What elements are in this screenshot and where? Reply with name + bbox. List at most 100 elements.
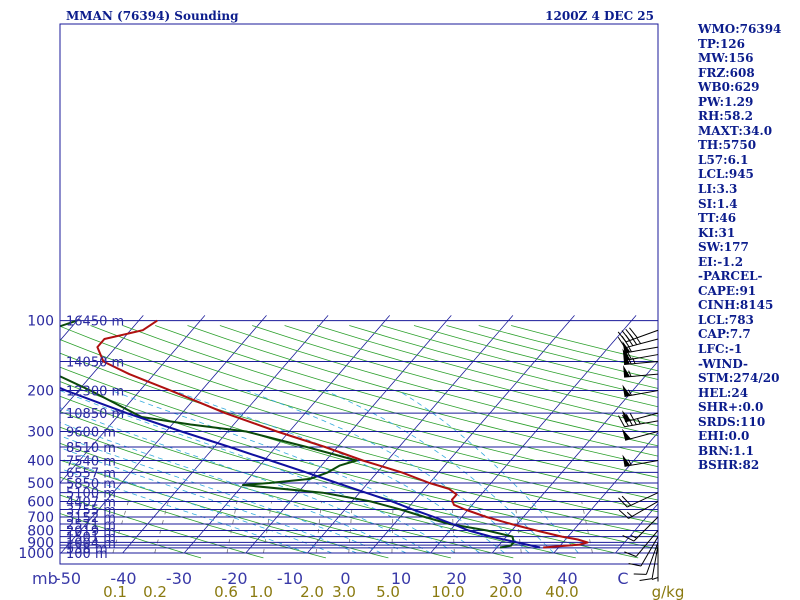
dry-adiabat (155, 325, 658, 468)
mixing-ratio-tick-label: 40.0 (545, 583, 578, 600)
moist-adiabat (398, 390, 579, 554)
wind-barb-pennant (622, 341, 631, 353)
temperature-tick-label: -50 (55, 569, 81, 588)
height-label: 8510 m (66, 441, 116, 456)
wind-barb-flag (618, 509, 629, 519)
index-value: EHI:0.0 (698, 429, 750, 444)
wind-barb (618, 413, 659, 428)
plot-frame (59, 23, 659, 565)
temperature-line (96, 319, 589, 549)
temperature-tick-label: -10 (277, 569, 303, 588)
mixing-ratio-tick-label: 3.0 (332, 583, 356, 600)
pressure-unit-label: mb (32, 569, 58, 588)
mixing-ratio-tick-label: 0.2 (143, 583, 167, 600)
temperature-tick-label: -30 (166, 569, 192, 588)
index-value: SI:1.4 (698, 196, 738, 211)
temperature-tick-label: -40 (110, 569, 136, 588)
wind-barb-flag (629, 413, 637, 425)
temperature-tick-label: 30 (502, 569, 522, 588)
mixing-ratio-tick-label: 20.0 (489, 583, 522, 600)
wind-barb-flag (625, 334, 634, 347)
wind-barb-flag (621, 414, 629, 427)
wind-barb-pennant (623, 352, 631, 365)
wind-barb (639, 545, 659, 581)
dry-adiabat (252, 325, 658, 437)
dry-adiabat (122, 325, 658, 478)
height-label: 10850 m (66, 407, 124, 422)
height-label: 14050 m (66, 356, 124, 371)
temperature-tick-label: 0 (340, 569, 350, 588)
pressure-tick-label: 200 (27, 384, 54, 400)
index-value: WMO:76394 (698, 22, 782, 36)
wind-barb (624, 530, 659, 557)
dry-adiabat (60, 366, 658, 537)
wind-barb-half-flag (628, 370, 632, 377)
wind-barbs (617, 327, 659, 582)
wind-barb-shaft (640, 536, 659, 567)
index-value: MAXT:34.0 (698, 123, 773, 138)
isotherm-line (122, 315, 329, 554)
mixing-ratio-line (451, 501, 455, 554)
pressure-tick-label: 300 (27, 424, 54, 440)
index-value: SHR+:0.0 (698, 400, 764, 415)
wind-barb-shaft (624, 420, 659, 428)
wind-barb-pennant (623, 365, 631, 378)
index-value: HEL:24 (698, 385, 749, 400)
isotherm-line (368, 315, 575, 554)
index-value: SW:177 (698, 240, 749, 255)
mixing-ratio-tick-label: g/kg (652, 583, 685, 600)
index-value: CAPE:91 (698, 283, 757, 298)
wind-barb-shaft (625, 329, 659, 343)
index-value: LCL:945 (698, 167, 754, 182)
wind-barb-half-flag (630, 534, 638, 539)
dry-adiabat (187, 325, 658, 457)
isotherm-line (60, 315, 267, 554)
index-value: PW:1.29 (698, 94, 754, 109)
wind-barb-shaft (624, 390, 659, 397)
moist-adiabat (60, 422, 407, 554)
index-value: KI:31 (698, 225, 736, 240)
wind-barb-shaft (651, 545, 659, 579)
index-value: RH:58.2 (698, 109, 753, 124)
parcel-line (60, 386, 541, 549)
temperature-tick-label: 40 (557, 569, 577, 588)
index-value: LFC:-1 (698, 342, 743, 357)
index-value: STM:274/20 (698, 371, 780, 386)
wind-barb (617, 333, 659, 349)
wind-barb-half-flag (627, 459, 632, 466)
index-value: CAP:7.7 (698, 327, 751, 342)
mixing-ratio-line (391, 501, 394, 554)
wind-barb-half-flag (627, 389, 632, 396)
wind-barb-shaft (628, 501, 659, 519)
pressure-tick-label: 500 (27, 476, 54, 492)
temperature-tick-label: 20 (446, 569, 466, 588)
wind-barb (618, 492, 659, 508)
height-label: 3755 m (66, 504, 116, 519)
dry-adiabat (60, 339, 658, 513)
wind-barb-flag (618, 497, 628, 508)
mixing-ratio-tick-label: 1.0 (249, 583, 273, 600)
index-value: LI:3.3 (698, 182, 738, 197)
dry-adiabat (60, 513, 202, 559)
height-label: 1004 m (66, 536, 116, 551)
index-value: TH:5750 (698, 138, 757, 153)
chart-series (60, 319, 589, 549)
isotherm-line (491, 360, 658, 554)
wind-barb-shaft (625, 338, 659, 349)
wind-barb (622, 384, 659, 397)
wind-barb (651, 547, 659, 582)
wind-barb-flag (621, 335, 630, 348)
index-value: -WIND- (698, 356, 748, 371)
dry-adiabat (60, 442, 451, 559)
wind-barb-half-flag (636, 418, 641, 425)
pressure-tick-label: 1000 (18, 546, 54, 562)
chart-title: MMAN (76394) Sounding (66, 9, 239, 23)
wind-barb-half-flag (651, 577, 659, 580)
isotherm-line (60, 315, 144, 413)
temperature-tick-label: C (617, 569, 628, 588)
dry-adiabat (60, 352, 658, 525)
wind-barb-flag (625, 352, 632, 365)
wind-barb-pennant (622, 428, 631, 441)
wind-barb-flag (629, 327, 638, 339)
isotherm-line (615, 503, 658, 554)
